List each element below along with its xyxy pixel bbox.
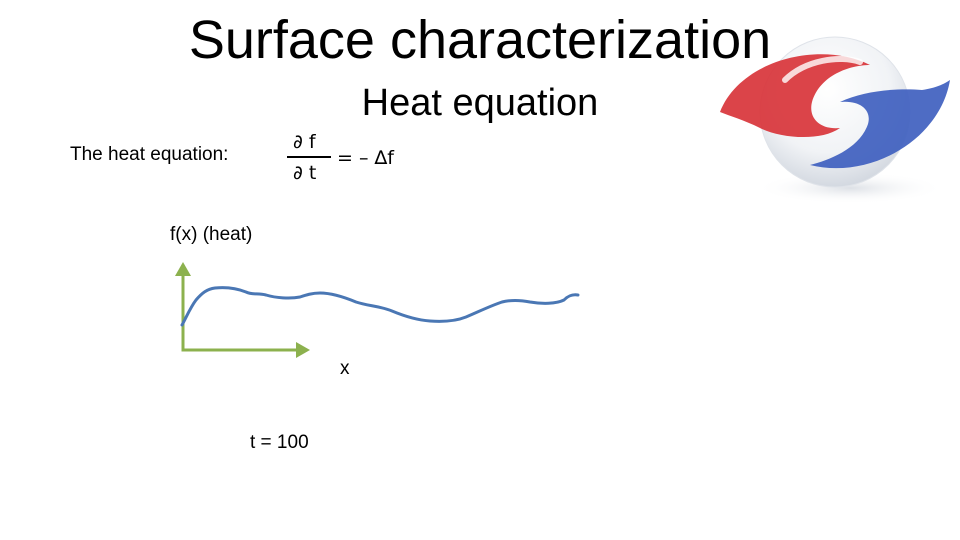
swirl-sphere-logo-icon: [720, 36, 950, 204]
fraction-bar: [287, 156, 331, 158]
time-label: t = 100: [250, 432, 309, 453]
axes-arrows: [181, 275, 305, 352]
heat-curve: [180, 286, 580, 327]
logo-highlight: [782, 56, 863, 83]
slide-subtitle: Heat equation: [361, 82, 599, 124]
x-axis-arrowhead: [296, 342, 310, 358]
y-axis-arrowhead: [175, 262, 191, 276]
logo-red-swirl: [720, 54, 870, 138]
x-axis-label: x: [340, 358, 350, 379]
slide-title: Surface characterization: [188, 10, 772, 70]
equation-rhs: = – ∆f: [337, 147, 394, 169]
y-axis-label: f(x) (heat): [170, 224, 253, 245]
equation-label: The heat equation:: [70, 144, 229, 165]
equation-denominator: ∂ t: [293, 162, 317, 184]
equation-numerator: ∂ f: [293, 131, 316, 153]
logo-blue-swirl: [810, 80, 950, 169]
